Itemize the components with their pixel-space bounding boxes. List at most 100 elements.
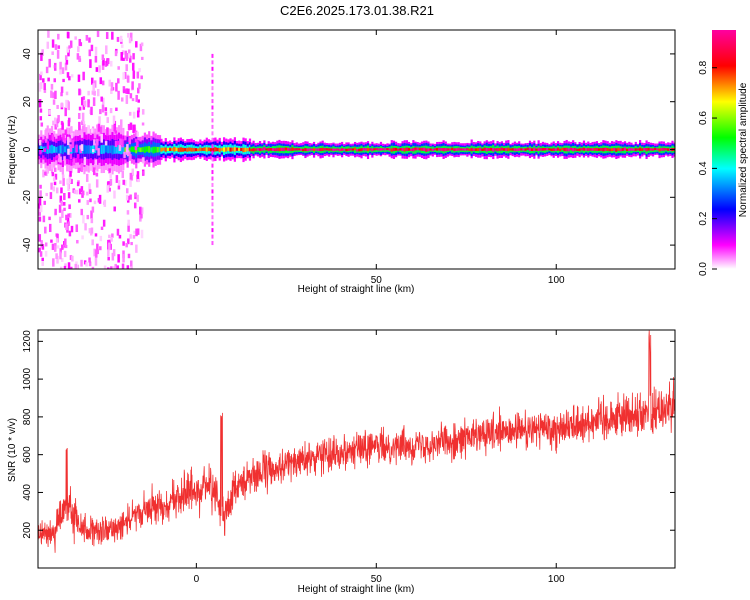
heatmap-cell-903 [522,148,525,151]
heatmap-cell-1260 [122,57,125,61]
heatmap-cell-1642 [91,266,95,269]
heatmap-cell-1221 [127,49,131,54]
heatmap-cell-1278 [64,238,67,246]
heatmap-cell-771 [451,147,454,151]
heatmap-cell-1702 [43,83,46,91]
heatmap-cell-1522 [114,50,118,57]
heatmap-cell-1212 [60,257,64,262]
heatmap-cell-1304 [56,49,60,59]
heatmap-cell-411 [256,148,260,151]
heatmap-cell-1425 [39,190,42,198]
heatmap-cell-1204 [115,175,119,183]
heatmap-cell-1310 [44,226,47,234]
heatmap-cell-215 [152,146,155,154]
heatmap-cell-655 [388,148,391,151]
heatmap-cell-1228 [128,151,131,156]
heatmap-cell-1119 [639,147,642,151]
heatmap-cell-1039 [595,147,599,151]
heatmap-cell-591 [353,147,357,151]
heatmap-cell-531 [321,147,324,151]
heatmap-cell-31 [53,146,56,153]
heatmap-cell-1270 [44,242,48,247]
heatmap-cell-283 [188,147,191,152]
heatmap-cell-1302 [99,126,103,134]
heatmap-cell-1429 [77,74,81,82]
heatmap-cell-1323 [88,37,91,43]
heatmap-cell-1544 [53,245,57,252]
heatmap-cell-1571 [134,138,138,143]
heatmap-cell-1548 [86,200,90,205]
heatmap-cell-1452 [69,255,73,261]
heatmap-cell-1398 [123,151,126,158]
heatmap-cell-667 [395,147,398,151]
heatmap-cell-1296 [75,144,78,153]
heatmap-cell-43 [59,145,62,154]
heatmap-cell-1427 [53,167,57,172]
heatmap-cell-779 [455,148,458,151]
heatmap-cell-11 [42,146,45,153]
heatmap-cell-1287 [104,141,108,146]
heatmap-cell-1618 [141,56,144,60]
heatmap-cell-1208 [45,128,48,134]
heatmap-cell-1520 [87,125,90,134]
heatmap-cell-1666 [82,121,86,125]
heatmap-cell-123 [102,144,105,154]
heatmap-cell-1203 [41,49,44,56]
heatmap-cell-1726 [211,195,214,200]
heatmap-cell-1661 [74,263,77,269]
heatmap-cell-1459 [57,33,60,40]
heatmap-cell-803 [468,148,471,151]
heatmap-cell-1445 [55,187,59,194]
heatmap-cell-1229 [38,216,42,222]
heatmap-cell-303 [199,147,202,152]
heatmap-cell-851 [494,148,497,151]
snr-background [38,330,675,568]
heatmap-cell-1362 [125,194,129,201]
heatmap-cell-827 [481,148,484,151]
heatmap-cell-1019 [585,148,588,151]
heatmap-cell-1647 [97,197,101,203]
heatmap-cell-1713 [211,111,214,116]
heatmap-cell-1329 [103,199,107,207]
heatmap-cell-1709 [211,86,214,91]
heatmap-cell-1071 [613,147,616,151]
spectrogram-y-tick-label-4: 40 [22,48,33,60]
heatmap-cell-1392 [51,51,54,55]
heatmap-cell-1656 [71,255,74,262]
heatmap-cell-679 [401,147,404,152]
heatmap-cell-675 [399,148,402,151]
spectrogram-x-tick-label-2: 100 [548,275,565,286]
heatmap-cell-1255 [124,180,127,186]
heatmap-cell-1485 [60,187,63,194]
heatmap-cell-1636 [93,200,97,205]
heatmap-cell-1231 [82,214,85,224]
heatmap-cell-551 [332,148,335,152]
heatmap-cell-1614 [40,122,44,127]
heatmap-cell-1159 [660,147,663,151]
heatmap-cell-963 [554,148,557,151]
heatmap-cell-1664 [94,159,98,166]
heatmap-cell-1403 [90,106,93,116]
heatmap-cell-1316 [39,108,43,113]
heatmap-cell-1195 [46,268,49,269]
heatmap-cell-1461 [78,121,81,131]
heatmap-cell-1354 [136,131,139,137]
heatmap-cell-1390 [135,41,138,48]
heatmap-cell-1575 [98,116,101,124]
heatmap-cell-743 [436,147,439,151]
heatmap-cell-1669 [55,155,59,159]
heatmap-cell-1449 [54,90,57,100]
heatmap-cell-1728 [211,208,214,213]
heatmap-cell-683 [403,148,406,152]
heatmap-cell-1308 [96,243,99,250]
heatmap-cell-51 [63,146,67,153]
heatmap-cell-715 [420,147,424,151]
heatmap-cell-1442 [122,72,125,80]
heatmap-cell-1198 [59,195,63,203]
heatmap-cell-1123 [641,148,644,151]
heatmap-cell-1251 [108,234,111,239]
heatmap-cell-1115 [636,148,640,151]
heatmap-cell-235 [162,147,165,151]
heatmap-cell-1187 [113,120,117,129]
heatmap-cell-951 [548,148,551,151]
